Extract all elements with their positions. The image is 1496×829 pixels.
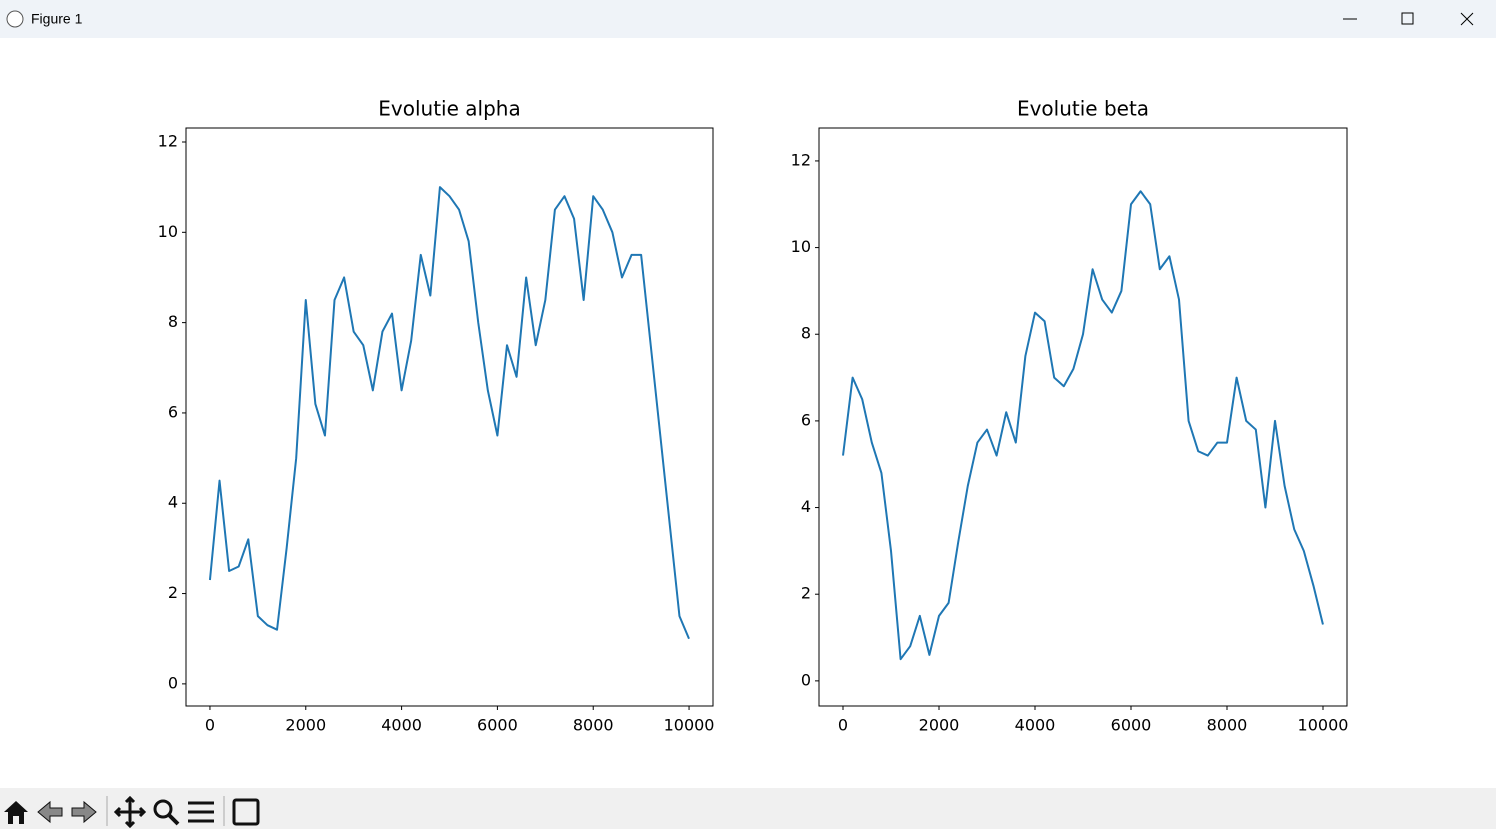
y-tick-label: 10 <box>158 222 178 241</box>
x-tick-label: 4000 <box>1015 716 1056 735</box>
data-line <box>208 186 690 640</box>
pan-button[interactable] <box>113 795 147 829</box>
title-bar <box>0 0 1496 38</box>
y-tick-label: 0 <box>168 673 178 692</box>
home-button[interactable] <box>4 801 28 824</box>
x-tick-label: 2000 <box>285 716 326 735</box>
y-tick-label: 2 <box>801 584 811 603</box>
x-tick-label: 0 <box>205 716 215 735</box>
x-tick-label: 0 <box>838 716 848 735</box>
save-button[interactable] <box>232 798 260 826</box>
x-tick-label: 10000 <box>1298 716 1349 735</box>
chart-title: Evolutie alpha <box>378 97 520 121</box>
x-tick-label: 8000 <box>573 716 614 735</box>
maximize-button[interactable] <box>1401 12 1414 25</box>
close-button[interactable] <box>1460 12 1474 26</box>
app-icon <box>6 10 24 28</box>
data-line <box>842 190 1324 661</box>
x-tick-label: 6000 <box>477 716 518 735</box>
y-tick-label: 10 <box>791 237 811 256</box>
x-tick-label: 10000 <box>664 716 715 735</box>
y-tick-label: 4 <box>168 493 178 512</box>
x-tick-label: 2000 <box>919 716 960 735</box>
x-tick-label: 8000 <box>1207 716 1248 735</box>
x-tick-label: 6000 <box>1111 716 1152 735</box>
y-tick-label: 12 <box>791 150 811 169</box>
axes-frame <box>185 127 714 707</box>
back-button[interactable] <box>37 800 63 824</box>
x-tick-label: 4000 <box>381 716 422 735</box>
toolbar <box>0 788 1496 829</box>
configure-button[interactable] <box>188 801 214 823</box>
axes-frame <box>818 127 1348 707</box>
y-tick-label: 12 <box>158 131 178 150</box>
zoom-handle <box>167 813 180 826</box>
y-tick-label: 6 <box>168 402 178 421</box>
y-tick-label: 4 <box>801 497 811 516</box>
y-tick-label: 8 <box>801 324 811 343</box>
y-tick-label: 6 <box>801 410 811 429</box>
y-tick-label: 2 <box>168 583 178 602</box>
window-title: Figure 1 <box>31 11 83 27</box>
y-tick-label: 0 <box>801 670 811 689</box>
y-tick-label: 8 <box>168 312 178 331</box>
chart-title: Evolutie beta <box>1017 97 1149 121</box>
zoom-button[interactable] <box>153 799 173 819</box>
forward-button[interactable] <box>71 800 97 824</box>
